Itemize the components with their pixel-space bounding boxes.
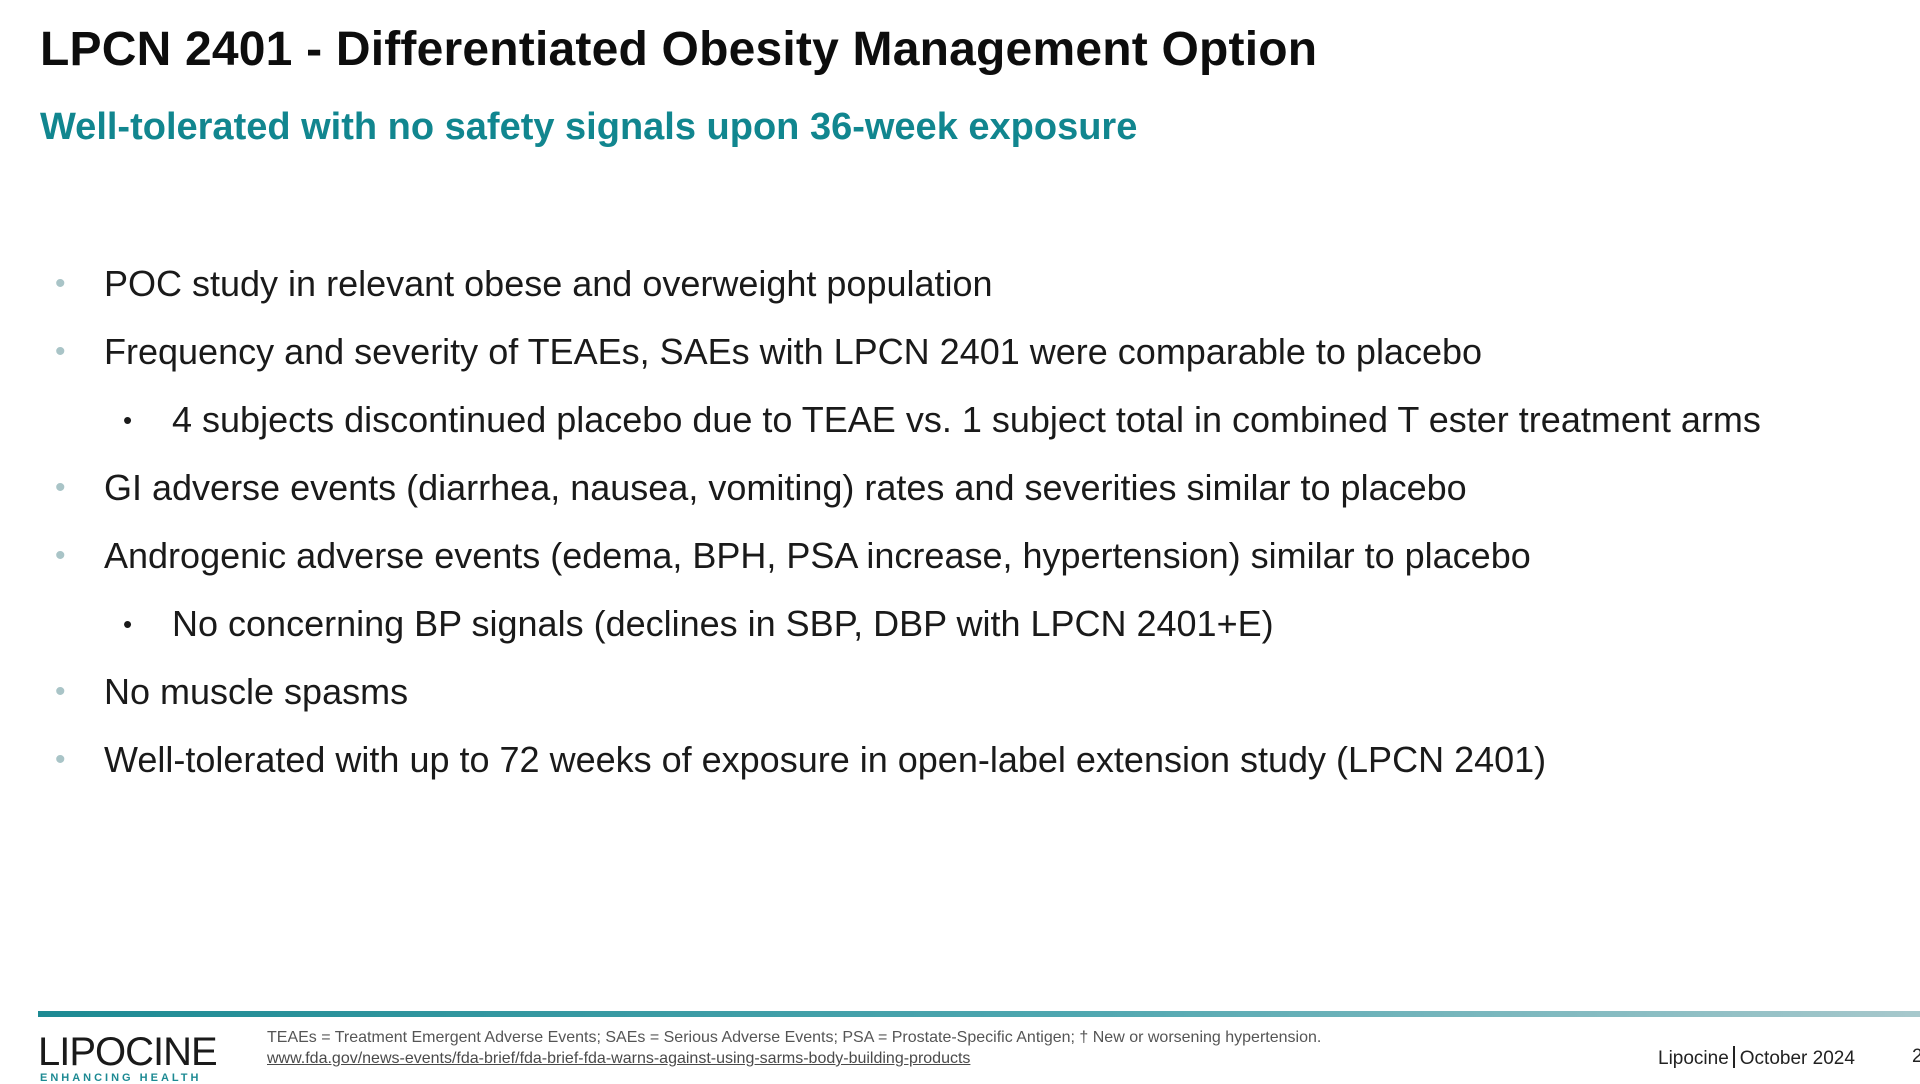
bullet-item: • Well-tolerated with up to 72 weeks of … — [0, 726, 1900, 794]
bullet-text: GI adverse events (diarrhea, nausea, vom… — [104, 467, 1467, 508]
footnote-link[interactable]: www.fda.gov/news-events/fda-brief/fda-br… — [267, 1050, 971, 1067]
footer-company: Lipocine — [1658, 1048, 1729, 1069]
bullet-marker: • — [55, 743, 66, 776]
logo-wordmark: LIPOCINE — [38, 1030, 218, 1074]
slide-title: LPCN 2401 - Differentiated Obesity Manag… — [40, 23, 1318, 76]
footnote-text: TEAEs = Treatment Emergent Adverse Event… — [267, 1029, 1322, 1046]
bullet-text: No concerning BP signals (declines in SB… — [172, 603, 1274, 644]
bullet-item: • Androgenic adverse events (edema, BPH,… — [0, 522, 1900, 590]
bullet-marker: • — [123, 609, 133, 639]
footer-divider — [38, 1011, 1920, 1017]
bullet-text: 4 subjects discontinued placebo due to T… — [172, 399, 1761, 440]
bullet-item: • No muscle spasms — [0, 658, 1900, 726]
slide-subtitle: Well-tolerated with no safety signals up… — [40, 106, 1138, 148]
bullet-item: • POC study in relevant obese and overwe… — [0, 250, 1900, 318]
page-number: 2 — [1912, 1046, 1920, 1067]
bullet-text: POC study in relevant obese and overweig… — [104, 263, 993, 304]
bullet-marker: • — [55, 471, 66, 504]
footer-date: October 2024 — [1739, 1048, 1855, 1069]
bullet-marker: • — [55, 267, 66, 300]
bullet-list: • POC study in relevant obese and overwe… — [0, 250, 1900, 794]
bullet-text: Well-tolerated with up to 72 weeks of ex… — [104, 739, 1547, 780]
bullet-text: No muscle spasms — [104, 671, 409, 712]
footer-separator — [1732, 1046, 1735, 1068]
footnote: TEAEs = Treatment Emergent Adverse Event… — [267, 1027, 1321, 1069]
logo-tagline: ENHANCING HEALTH — [40, 1072, 202, 1084]
footer-company-date: Lipocine October 2024 — [1658, 1046, 1855, 1070]
bullet-marker: • — [123, 405, 133, 435]
sub-bullet-item: • No concerning BP signals (declines in … — [0, 590, 1900, 658]
sub-bullet-item: • 4 subjects discontinued placebo due to… — [0, 386, 1900, 454]
bullet-marker: • — [55, 675, 66, 708]
bullet-marker: • — [55, 539, 66, 572]
bullet-text: Androgenic adverse events (edema, BPH, P… — [104, 535, 1531, 576]
lipocine-logo: LIPOCINE ENHANCING HEALTH — [38, 1030, 228, 1084]
bullet-item: • GI adverse events (diarrhea, nausea, v… — [0, 454, 1900, 522]
bullet-marker: • — [55, 335, 66, 368]
bullet-item: • Frequency and severity of TEAEs, SAEs … — [0, 318, 1900, 386]
bullet-text: Frequency and severity of TEAEs, SAEs wi… — [104, 331, 1483, 372]
